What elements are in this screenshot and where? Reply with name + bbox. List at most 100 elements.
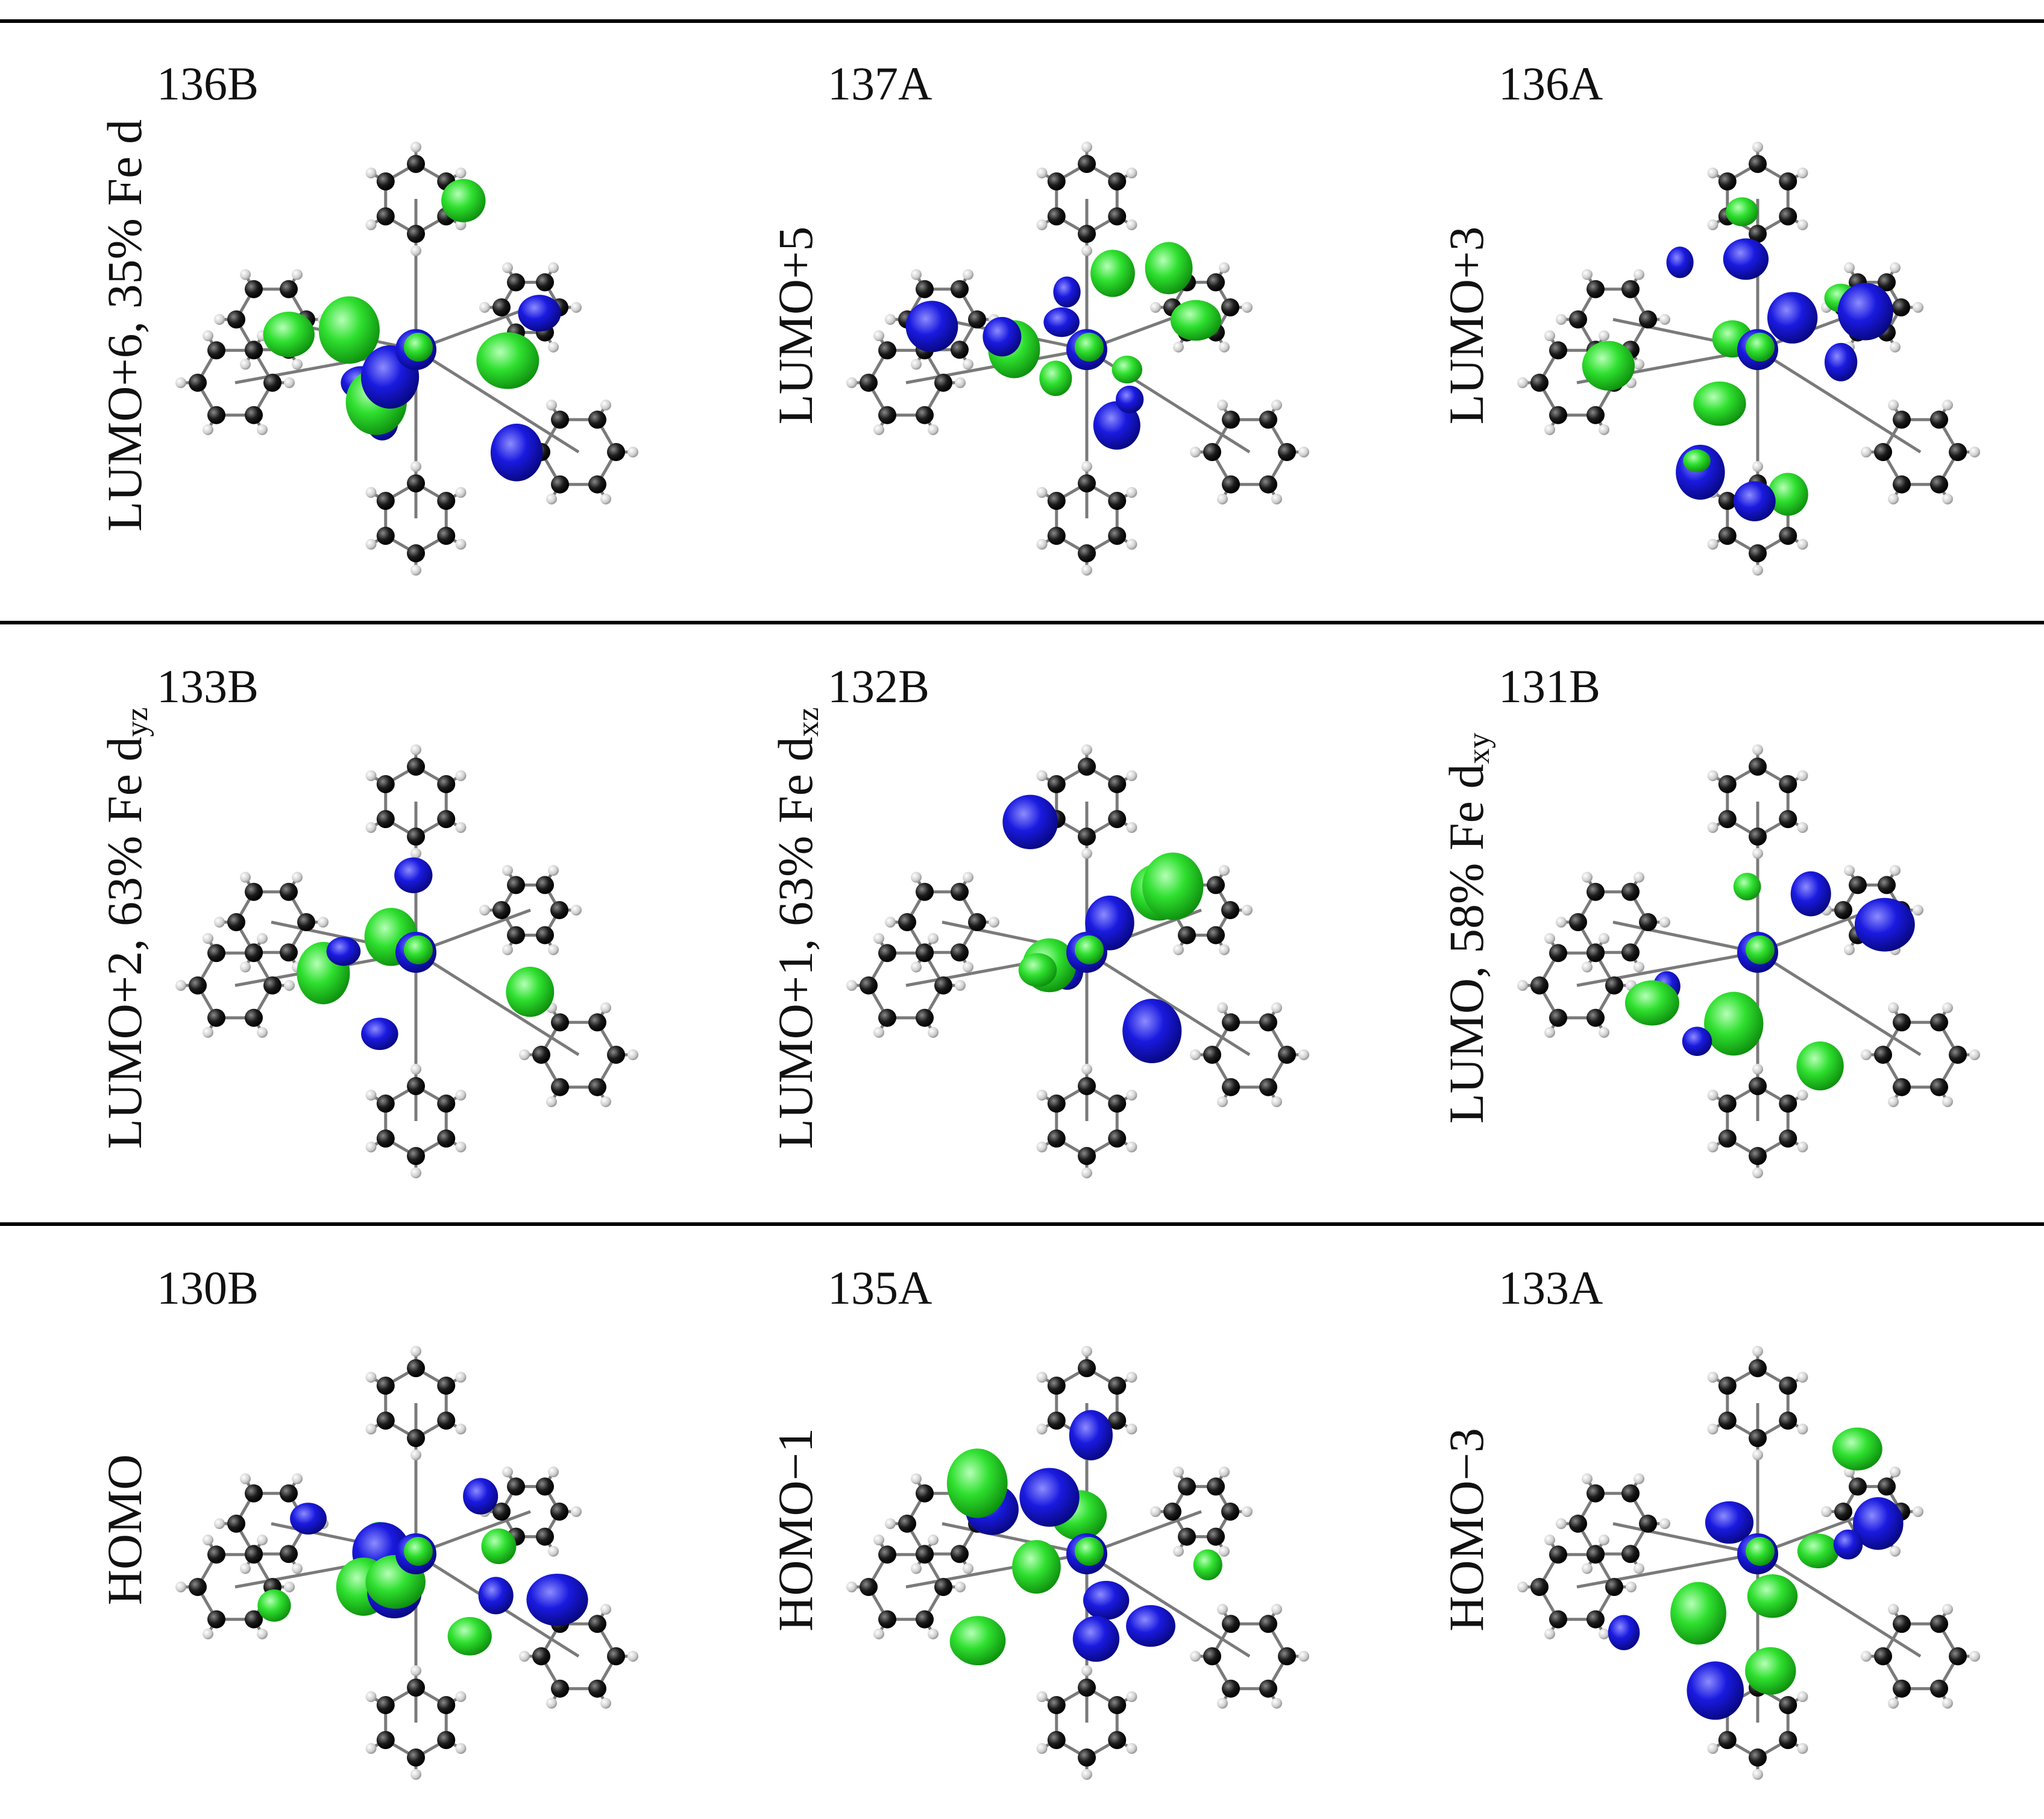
carbon-atom-icon [376, 810, 395, 828]
hydrogen-atom-icon [1544, 424, 1555, 435]
hydrogen-atom-icon [1126, 1424, 1137, 1434]
hydrogen-atom-icon [1707, 1743, 1719, 1754]
hydrogen-atom-icon [1821, 1506, 1832, 1517]
positive-lobe [1039, 360, 1072, 397]
hydrogen-atom-icon [284, 980, 295, 991]
hydrogen-atom-icon [600, 1697, 611, 1709]
hydrogen-atom-icon [1081, 245, 1092, 256]
carbon-atom-icon [207, 1610, 225, 1629]
carbon-atom-icon [1222, 1615, 1240, 1633]
carbon-atom-icon [1221, 901, 1239, 919]
hydrogen-atom-icon [1659, 917, 1670, 928]
hydrogen-atom-icon [1190, 1651, 1201, 1662]
hydrogen-atom-icon [1173, 341, 1184, 353]
hydrogen-atom-icon [1942, 1604, 1953, 1615]
hydrogen-atom-icon [1797, 219, 1808, 230]
carbon-atom-icon [551, 475, 569, 494]
hydrogen-atom-icon [1861, 1049, 1872, 1060]
hydrogen-atom-icon [1219, 262, 1230, 274]
positive-lobe [1112, 356, 1143, 384]
hydrogen-atom-icon [1271, 1002, 1282, 1014]
positive-lobe [946, 1448, 1008, 1518]
orbital-panel: 130B HOMO [12, 1228, 690, 1819]
carbon-atom-icon [898, 913, 916, 931]
carbon-atom-icon [437, 1095, 456, 1113]
carbon-atom-icon [1047, 172, 1066, 190]
carbon-atom-icon [376, 1095, 395, 1113]
carbon-atom-icon [1203, 443, 1221, 461]
positive-lobe [950, 1616, 1006, 1666]
carbon-atom-icon [1207, 1527, 1225, 1546]
hydrogen-atom-icon [1797, 770, 1808, 781]
hydrogen-atom-icon [292, 1473, 303, 1484]
hydrogen-atom-icon [410, 848, 421, 859]
hydrogen-atom-icon [1626, 1582, 1637, 1592]
hydrogen-atom-icon [1844, 262, 1855, 274]
hydrogen-atom-icon [1844, 944, 1855, 955]
carbon-atom-icon [1749, 1359, 1767, 1377]
hydrogen-atom-icon [1556, 1518, 1567, 1529]
hydrogen-atom-icon [911, 1473, 922, 1484]
carbon-atom-icon [607, 1046, 625, 1064]
positive-lobe [1582, 341, 1635, 391]
hydrogen-atom-icon [1888, 1604, 1899, 1615]
carbon-atom-icon [245, 944, 263, 963]
hydrogen-atom-icon [1752, 461, 1763, 472]
hydrogen-atom-icon [1298, 1651, 1309, 1662]
hydrogen-atom-icon [955, 980, 966, 991]
hydrogen-atom-icon [1242, 1506, 1253, 1517]
hydrogen-atom-icon [846, 980, 857, 991]
carbon-atom-icon [951, 280, 969, 298]
hydrogen-atom-icon [1217, 1096, 1228, 1107]
carbon-atom-icon [1108, 775, 1127, 793]
negative-lobe [1666, 247, 1694, 278]
carbon-atom-icon [507, 273, 525, 292]
hydrogen-atom-icon [203, 1026, 213, 1038]
carbon-atom-icon [951, 943, 969, 962]
carbon-atom-icon [507, 1477, 525, 1496]
positive-lobe [1767, 473, 1808, 516]
carbon-atom-icon [1207, 926, 1225, 944]
carbon-atom-icon [1078, 1359, 1096, 1377]
hydrogen-atom-icon [1707, 822, 1719, 833]
orbital-panel: 132B LUMO+1, 63% Fe dxz [683, 627, 1360, 1217]
hydrogen-atom-icon [365, 1372, 377, 1383]
orbital-panel: 133A HOMO−3 [1354, 1228, 2031, 1819]
carbon-atom-icon [1047, 1095, 1066, 1113]
carbon-atom-icon [1718, 1412, 1737, 1430]
carbon-atom-icon [407, 828, 425, 846]
positive-lobe [1745, 1647, 1796, 1695]
hydrogen-atom-icon [1797, 1691, 1808, 1702]
negative-lobe [1854, 897, 1915, 952]
carbon-atom-icon [1078, 474, 1096, 492]
carbon-atom-icon [1549, 1008, 1567, 1027]
carbon-atom-icon [1586, 1484, 1605, 1503]
carbon-atom-icon [916, 1008, 934, 1027]
hydrogen-atom-icon [410, 461, 421, 472]
hydrogen-atom-icon [873, 1026, 884, 1038]
hydrogen-atom-icon [1582, 872, 1593, 883]
bond [1576, 1552, 1758, 1589]
hydrogen-atom-icon [214, 1518, 225, 1529]
hydrogen-atom-icon [1036, 1691, 1048, 1702]
hydrogen-atom-icon [1219, 341, 1230, 353]
hydrogen-atom-icon [175, 1582, 186, 1592]
carbon-atom-icon [1639, 310, 1657, 328]
negative-lobe [326, 937, 361, 966]
carbon-atom-icon [437, 775, 456, 793]
carbon-atom-icon [916, 882, 934, 901]
hydrogen-atom-icon [214, 314, 225, 325]
orbital-id: 137A [828, 57, 932, 110]
carbon-atom-icon [1749, 828, 1767, 846]
hydrogen-atom-icon [1707, 219, 1719, 230]
hydrogen-atom-icon [873, 424, 884, 435]
carbon-atom-icon [437, 527, 456, 545]
molecular-orbital-plot [846, 744, 1309, 1178]
hydrogen-atom-icon [1752, 1450, 1763, 1460]
carbon-atom-icon [607, 443, 625, 461]
hydrogen-atom-icon [1752, 744, 1763, 755]
hydrogen-atom-icon [546, 1697, 557, 1709]
carbon-atom-icon [1930, 1679, 1948, 1698]
hydrogen-atom-icon [455, 822, 467, 833]
positive-lobe [1075, 333, 1104, 362]
